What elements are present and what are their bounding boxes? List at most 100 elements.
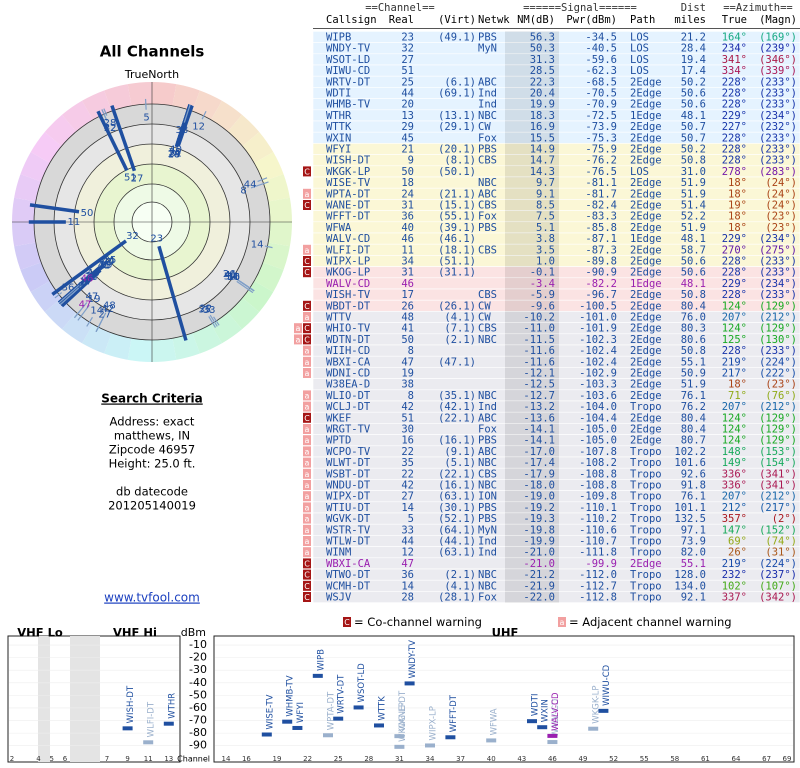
table-cell: -105.0 (579, 424, 617, 436)
compass-band (172, 84, 200, 112)
table-cell: ION (478, 491, 497, 503)
site-link[interactable]: www.tvfool.com (104, 591, 200, 605)
table-cell: 1Edge (630, 233, 662, 245)
signal-callsign: WTHR (167, 693, 177, 719)
table-cell: 2Edge (630, 323, 662, 335)
table-cell: 76.0 (681, 312, 706, 324)
table-cell: 2Edge (630, 132, 662, 144)
nm-cell-bg (505, 479, 559, 491)
x-tick-label: 31 (395, 755, 404, 763)
table-cell: NBC (478, 110, 497, 122)
table-cell: 69° (728, 536, 747, 548)
table-cell: Fox (478, 211, 497, 223)
table-cell: 50.6 (681, 88, 706, 100)
y-tick-label: -80 (189, 726, 207, 739)
table-cell: ABC (478, 412, 497, 424)
table-cell: (233°) (759, 256, 797, 268)
table-cell: 228° (722, 99, 747, 111)
warning-mark: a (305, 358, 310, 367)
table-cell: Fox (478, 424, 497, 436)
table-cell: -22.0 (523, 592, 555, 604)
nm-cell-bg (505, 132, 559, 144)
table-cell: (31°) (765, 547, 797, 559)
warning-box (303, 244, 311, 255)
table-cell: -75.9 (585, 144, 617, 156)
table-cell: 2Edge (630, 200, 662, 212)
table-cell: 219° (722, 558, 747, 570)
warning-box (303, 200, 311, 210)
station-channel: 30 (227, 272, 240, 283)
compass-band (152, 82, 177, 106)
station-ray (77, 304, 90, 321)
signal-callsign: WALV-CD (551, 692, 561, 731)
table-cell: (346°) (759, 54, 797, 66)
signal-bar (312, 673, 323, 678)
compass-band (104, 84, 132, 112)
station-ray (54, 292, 63, 299)
table-cell: (23°) (765, 379, 797, 391)
warning-box (303, 312, 311, 322)
table-cell: 125° (722, 334, 747, 346)
table-cell: 76.1 (681, 491, 706, 503)
table-cell: PBS (478, 144, 497, 156)
table-cell: -34.5 (585, 32, 617, 44)
table-cell: 124° (722, 323, 747, 335)
table-cell: (47.1) (438, 356, 476, 368)
table-cell: 34 (401, 256, 414, 268)
table-cell: (22.1) (438, 412, 476, 424)
signal-bar (598, 708, 609, 713)
compass-band (82, 90, 112, 120)
table-cell: -102.4 (579, 356, 617, 368)
table-cell: CBS (478, 244, 497, 256)
table-cell: Tropo (630, 580, 662, 592)
table-cell: WKOG-LP (326, 267, 370, 279)
signal-bar (261, 732, 272, 737)
signal-callsign: WISE-TV (265, 694, 275, 729)
station-ray (183, 104, 191, 123)
table-cell: 2Edge (630, 256, 662, 268)
table-cell: (234°) (759, 110, 797, 122)
compass-band (254, 262, 284, 292)
table-cell: -13.6 (523, 412, 555, 424)
table-cell: (20.1) (438, 144, 476, 156)
compass-band (12, 222, 36, 247)
table-cell: 32 (401, 43, 414, 55)
table-cell: WISH-TV (326, 289, 371, 301)
table-cell: 92.1 (681, 592, 706, 604)
table-cell: 48.1 (681, 233, 706, 245)
table-cell: 19.9 (530, 99, 555, 111)
table-cell: 124° (722, 412, 747, 424)
station-channel: 44 (102, 256, 115, 267)
table-cell: WBXI-CA (326, 558, 371, 570)
table-cell: 82.0 (681, 547, 706, 559)
compass-band (254, 152, 284, 182)
table-cell: 18° (728, 222, 747, 234)
table-cell: WLIO-DT (326, 390, 371, 402)
y-tick-label: -30 (189, 663, 207, 676)
row-bg (312, 591, 800, 603)
table-cell: 80.6 (681, 334, 706, 346)
table-cell: 101.1 (674, 502, 706, 514)
table-cell: (169°) (759, 32, 797, 44)
table-cell: 2Edge (630, 76, 662, 88)
warning-mark: a (305, 391, 310, 400)
table-cell: WCLJ-DT (326, 401, 371, 413)
table-cell: LOS (630, 32, 649, 44)
table-cell: (52.1) (438, 513, 476, 525)
compass-band (192, 324, 222, 354)
table-cell: ABC (478, 76, 497, 88)
table-cell: -21.0 (523, 558, 555, 570)
warning-mark: a (305, 470, 310, 479)
station-ray (257, 177, 268, 183)
signal-callsign: WKGK-LP (592, 686, 602, 724)
table-cell: -90.9 (585, 267, 617, 279)
table-cell: -89.8 (585, 256, 617, 268)
table-cell: (13.1) (438, 110, 476, 122)
warning-mark: a (305, 347, 310, 356)
table-cell: WHMB-TV (326, 99, 371, 111)
warning-mark: a (305, 492, 310, 501)
column-header: miles (674, 14, 706, 26)
table-cell: -104.0 (579, 401, 617, 413)
warning-mark: a (305, 515, 310, 524)
table-cell: 228° (722, 155, 747, 167)
